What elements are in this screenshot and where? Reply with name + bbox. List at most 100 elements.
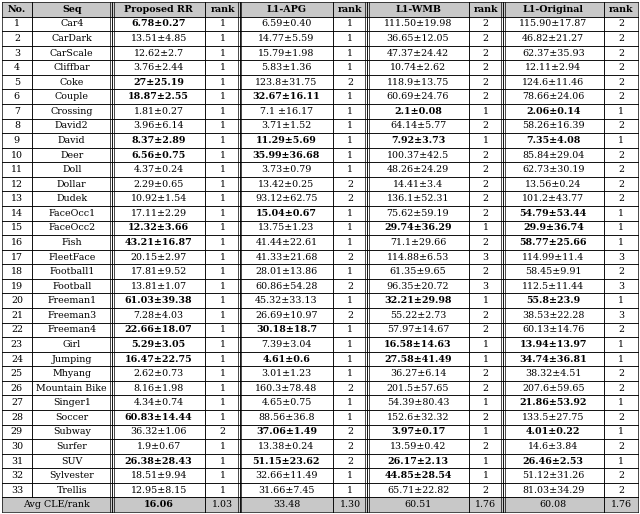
Bar [112,221,205,235]
Bar [112,119,205,133]
Text: 1: 1 [483,471,489,480]
Bar [205,293,239,308]
Bar [502,46,604,60]
Text: 93.12±62.75: 93.12±62.75 [255,194,317,203]
Text: 71.1±29.66: 71.1±29.66 [390,238,446,247]
Text: 65.71±22.82: 65.71±22.82 [387,486,449,494]
Text: 2: 2 [348,282,353,290]
Text: 4.01±0.22: 4.01±0.22 [526,427,580,436]
Text: 21: 21 [11,311,23,320]
Text: 41.44±22.61: 41.44±22.61 [255,238,317,247]
Text: 29.9±36.74: 29.9±36.74 [523,224,584,232]
Text: 60.51: 60.51 [404,500,431,509]
Bar [333,2,367,16]
Text: 60.86±54.28: 60.86±54.28 [255,282,317,290]
Bar [333,498,367,512]
Bar [604,323,638,337]
Bar [2,454,32,468]
Text: 1: 1 [618,427,624,436]
Text: 12.11±2.94: 12.11±2.94 [525,63,581,72]
Bar [468,395,502,410]
Bar [502,308,604,323]
Bar [205,31,239,46]
Bar [2,366,32,381]
Text: 1: 1 [348,20,353,28]
Text: 1: 1 [220,442,225,451]
Text: 201.5±57.65: 201.5±57.65 [387,383,449,393]
Text: 35.99±36.68: 35.99±36.68 [253,151,320,159]
Text: 1: 1 [220,355,225,363]
Bar [604,468,638,483]
Text: 20.15±2.97: 20.15±2.97 [131,252,187,262]
Text: 1: 1 [348,267,353,276]
Text: 58.26±16.39: 58.26±16.39 [522,121,584,131]
Bar [2,395,32,410]
Bar [205,191,239,206]
Text: Sylvester: Sylvester [49,471,94,480]
Bar [468,381,502,395]
Bar [32,162,112,177]
Text: 75.62±59.19: 75.62±59.19 [387,209,449,218]
Bar [502,75,604,89]
Text: 13.56±0.24: 13.56±0.24 [525,179,582,189]
Text: 2: 2 [483,325,489,335]
Text: 1: 1 [618,209,624,218]
Text: 5.83±1.36: 5.83±1.36 [261,63,312,72]
Text: 1: 1 [220,209,225,218]
Bar [32,89,112,104]
Bar [367,293,468,308]
Text: 101.2±43.77: 101.2±43.77 [522,194,584,203]
Text: 2: 2 [14,34,20,43]
Text: 13.59±0.42: 13.59±0.42 [390,442,446,451]
Text: 2: 2 [483,121,489,131]
Text: 2: 2 [348,442,353,451]
Text: 4.34±0.74: 4.34±0.74 [134,398,184,407]
Text: 34.74±36.81: 34.74±36.81 [520,355,587,363]
Text: Fish: Fish [61,238,82,247]
Text: Freeman1: Freeman1 [47,296,97,305]
Bar [205,89,239,104]
Bar [239,279,333,293]
Text: 2: 2 [618,442,624,451]
Text: FaceOcc1: FaceOcc1 [48,209,95,218]
Text: 10.74±2.62: 10.74±2.62 [390,63,446,72]
Bar [32,293,112,308]
Bar [333,191,367,206]
Bar [239,293,333,308]
Text: 1: 1 [220,179,225,189]
Text: 16.06: 16.06 [143,500,173,509]
Bar [604,352,638,366]
Bar [2,148,32,162]
Bar [2,119,32,133]
Text: 33.48: 33.48 [273,500,300,509]
Text: 55.8±23.9: 55.8±23.9 [526,296,580,305]
Bar [468,162,502,177]
Bar [239,191,333,206]
Text: 1: 1 [483,107,489,116]
Text: 21.86±53.92: 21.86±53.92 [520,398,587,407]
Text: 2: 2 [483,383,489,393]
Text: 1: 1 [348,340,353,349]
Text: 2: 2 [618,63,624,72]
Bar [468,133,502,148]
Text: Singer1: Singer1 [53,398,91,407]
Text: 2: 2 [483,209,489,218]
Text: 36.65±12.05: 36.65±12.05 [387,34,449,43]
Text: 16.58±14.63: 16.58±14.63 [384,340,452,349]
Text: 2: 2 [618,78,624,87]
Text: 13.42±0.25: 13.42±0.25 [259,179,315,189]
Text: FaceOcc2: FaceOcc2 [48,224,95,232]
Bar [604,454,638,468]
Bar [112,454,205,468]
Text: 3: 3 [618,282,624,290]
Bar [239,104,333,119]
Bar [367,2,468,16]
Bar [502,89,604,104]
Text: 2: 2 [483,311,489,320]
Bar [367,308,468,323]
Bar [205,177,239,191]
Bar [604,148,638,162]
Bar [367,75,468,89]
Bar [112,60,205,75]
Bar [239,250,333,264]
